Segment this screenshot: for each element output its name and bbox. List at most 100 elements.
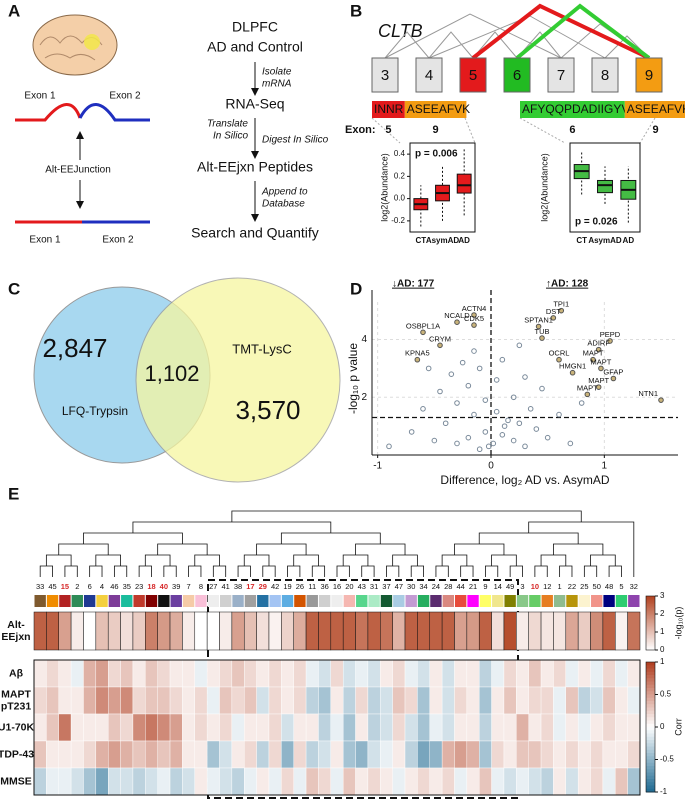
x-tick-label: 1 xyxy=(602,461,608,472)
peptide-text: INNR xyxy=(374,102,404,116)
heat-cell xyxy=(182,659,195,688)
module-color xyxy=(83,595,96,607)
module-number: 50 xyxy=(593,582,601,591)
heat-cell xyxy=(194,686,208,715)
legend-swatch xyxy=(646,616,655,619)
heat-cell xyxy=(244,713,257,742)
legend-swatch xyxy=(646,617,655,620)
point xyxy=(595,384,602,390)
legend-swatch xyxy=(646,601,655,604)
legend-swatch xyxy=(646,635,655,637)
exon-label: Exon 1 xyxy=(29,235,61,246)
legend-swatch xyxy=(646,625,655,628)
legend-swatch xyxy=(646,749,655,754)
legend-swatch xyxy=(646,665,655,669)
heat-cell xyxy=(380,686,393,715)
heat-cell xyxy=(46,740,59,769)
dendrogram-branch xyxy=(113,565,128,577)
heat-cell xyxy=(243,611,257,651)
heat-cell xyxy=(627,686,641,715)
module-color xyxy=(479,595,492,607)
heat-cell xyxy=(367,659,381,688)
point-label: MAPT xyxy=(577,383,598,392)
module-number: 40 xyxy=(160,582,168,591)
point xyxy=(533,426,540,432)
heat-cell xyxy=(540,740,554,769)
heat-cell xyxy=(293,713,307,742)
heat-cell xyxy=(516,740,529,769)
legend-swatch xyxy=(646,681,655,686)
heat-cell xyxy=(615,686,628,715)
heat-cell xyxy=(466,659,480,688)
panel-label: D xyxy=(350,279,362,298)
heat-cell xyxy=(46,611,59,651)
heat-cell xyxy=(380,659,393,688)
legend-swatch xyxy=(646,779,655,783)
heat-cell xyxy=(367,611,381,651)
heat-cell xyxy=(417,713,430,742)
heat-cell xyxy=(145,686,158,715)
legend-swatch xyxy=(646,614,655,617)
point xyxy=(505,417,511,424)
peptide-segment xyxy=(624,101,685,118)
module-color xyxy=(504,595,516,607)
peptide-exon: 9 xyxy=(433,124,439,136)
heat-cell xyxy=(516,659,529,688)
module-number: 11 xyxy=(308,582,316,591)
heat-cell xyxy=(602,767,616,796)
module-color xyxy=(46,595,59,607)
legend-tick-label: 0 xyxy=(660,645,665,654)
x-tick-label: AD xyxy=(458,236,470,245)
overlap-count: 1,102 xyxy=(144,361,199,386)
heat-cell xyxy=(503,611,517,651)
exon-box xyxy=(503,57,531,93)
heat-cell xyxy=(602,659,616,688)
legend-swatch xyxy=(646,624,655,627)
module-color xyxy=(232,595,244,607)
legend-swatch xyxy=(646,609,655,612)
point xyxy=(569,369,576,376)
dendrogram-branch xyxy=(559,565,573,577)
module-color xyxy=(393,595,405,607)
point xyxy=(558,307,565,314)
heat-cell xyxy=(540,611,554,651)
point xyxy=(607,338,613,344)
heat-cell xyxy=(132,713,146,742)
point xyxy=(490,440,497,447)
legend-swatch xyxy=(646,610,655,613)
heat-cell xyxy=(528,611,542,651)
module-color xyxy=(628,595,640,607)
heat-frame xyxy=(33,659,641,796)
dendrogram-branch xyxy=(83,532,183,544)
heat-cell xyxy=(491,740,505,769)
point xyxy=(499,356,506,363)
dendrogram-branch xyxy=(583,565,598,577)
module-color xyxy=(430,595,442,607)
point xyxy=(482,397,489,403)
row-label: Aβ xyxy=(9,667,24,679)
exon-arc xyxy=(15,103,82,122)
exon-axis-label: Exon: xyxy=(345,124,376,136)
legend-swatch xyxy=(646,704,655,708)
row-label: TDP-43 xyxy=(0,748,34,760)
point xyxy=(510,437,517,444)
heat-cell xyxy=(108,767,121,796)
legend-tick-label: 3 xyxy=(660,591,665,600)
heat-cell xyxy=(318,740,332,769)
heat-cell xyxy=(429,740,443,769)
module-number: 43 xyxy=(358,582,366,591)
heat-cell xyxy=(318,767,332,796)
exon-box xyxy=(635,57,663,93)
legend-tick-label: 0.5 xyxy=(660,690,672,699)
legend-swatch xyxy=(646,632,655,635)
point-label: PEPD xyxy=(600,330,621,339)
module-number: 27 xyxy=(209,582,217,591)
point xyxy=(522,443,528,450)
heat-cell xyxy=(231,686,245,715)
legend-swatch xyxy=(646,766,655,770)
heat-cell xyxy=(281,611,294,651)
heat-cell xyxy=(615,611,628,651)
module-color xyxy=(467,595,479,607)
heat-cell xyxy=(577,686,591,715)
module-number: 19 xyxy=(283,582,291,591)
